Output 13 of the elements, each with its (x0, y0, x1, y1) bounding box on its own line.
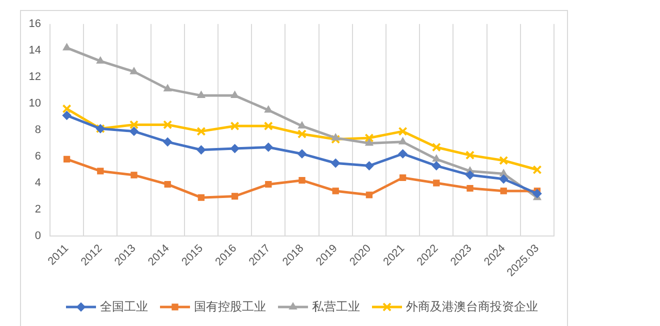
legend-label: 私营工业 (312, 299, 360, 314)
y-tick-label: 12 (28, 71, 41, 84)
y-tick-label: 14 (28, 44, 41, 57)
y-tick-label: 16 (28, 18, 41, 30)
legend-label: 国有控股工业 (194, 299, 266, 314)
legend-label: 外商及港澳台商投资企业 (406, 299, 538, 314)
y-tick-label: 4 (34, 177, 41, 190)
y-tick-label: 10 (28, 98, 41, 110)
y-tick-label: 6 (34, 150, 41, 163)
y-tick-label: 8 (34, 124, 41, 136)
y-tick-label: 0 (34, 230, 41, 242)
legend-label: 全国工业 (100, 299, 148, 314)
y-tick-label: 2 (34, 204, 41, 216)
